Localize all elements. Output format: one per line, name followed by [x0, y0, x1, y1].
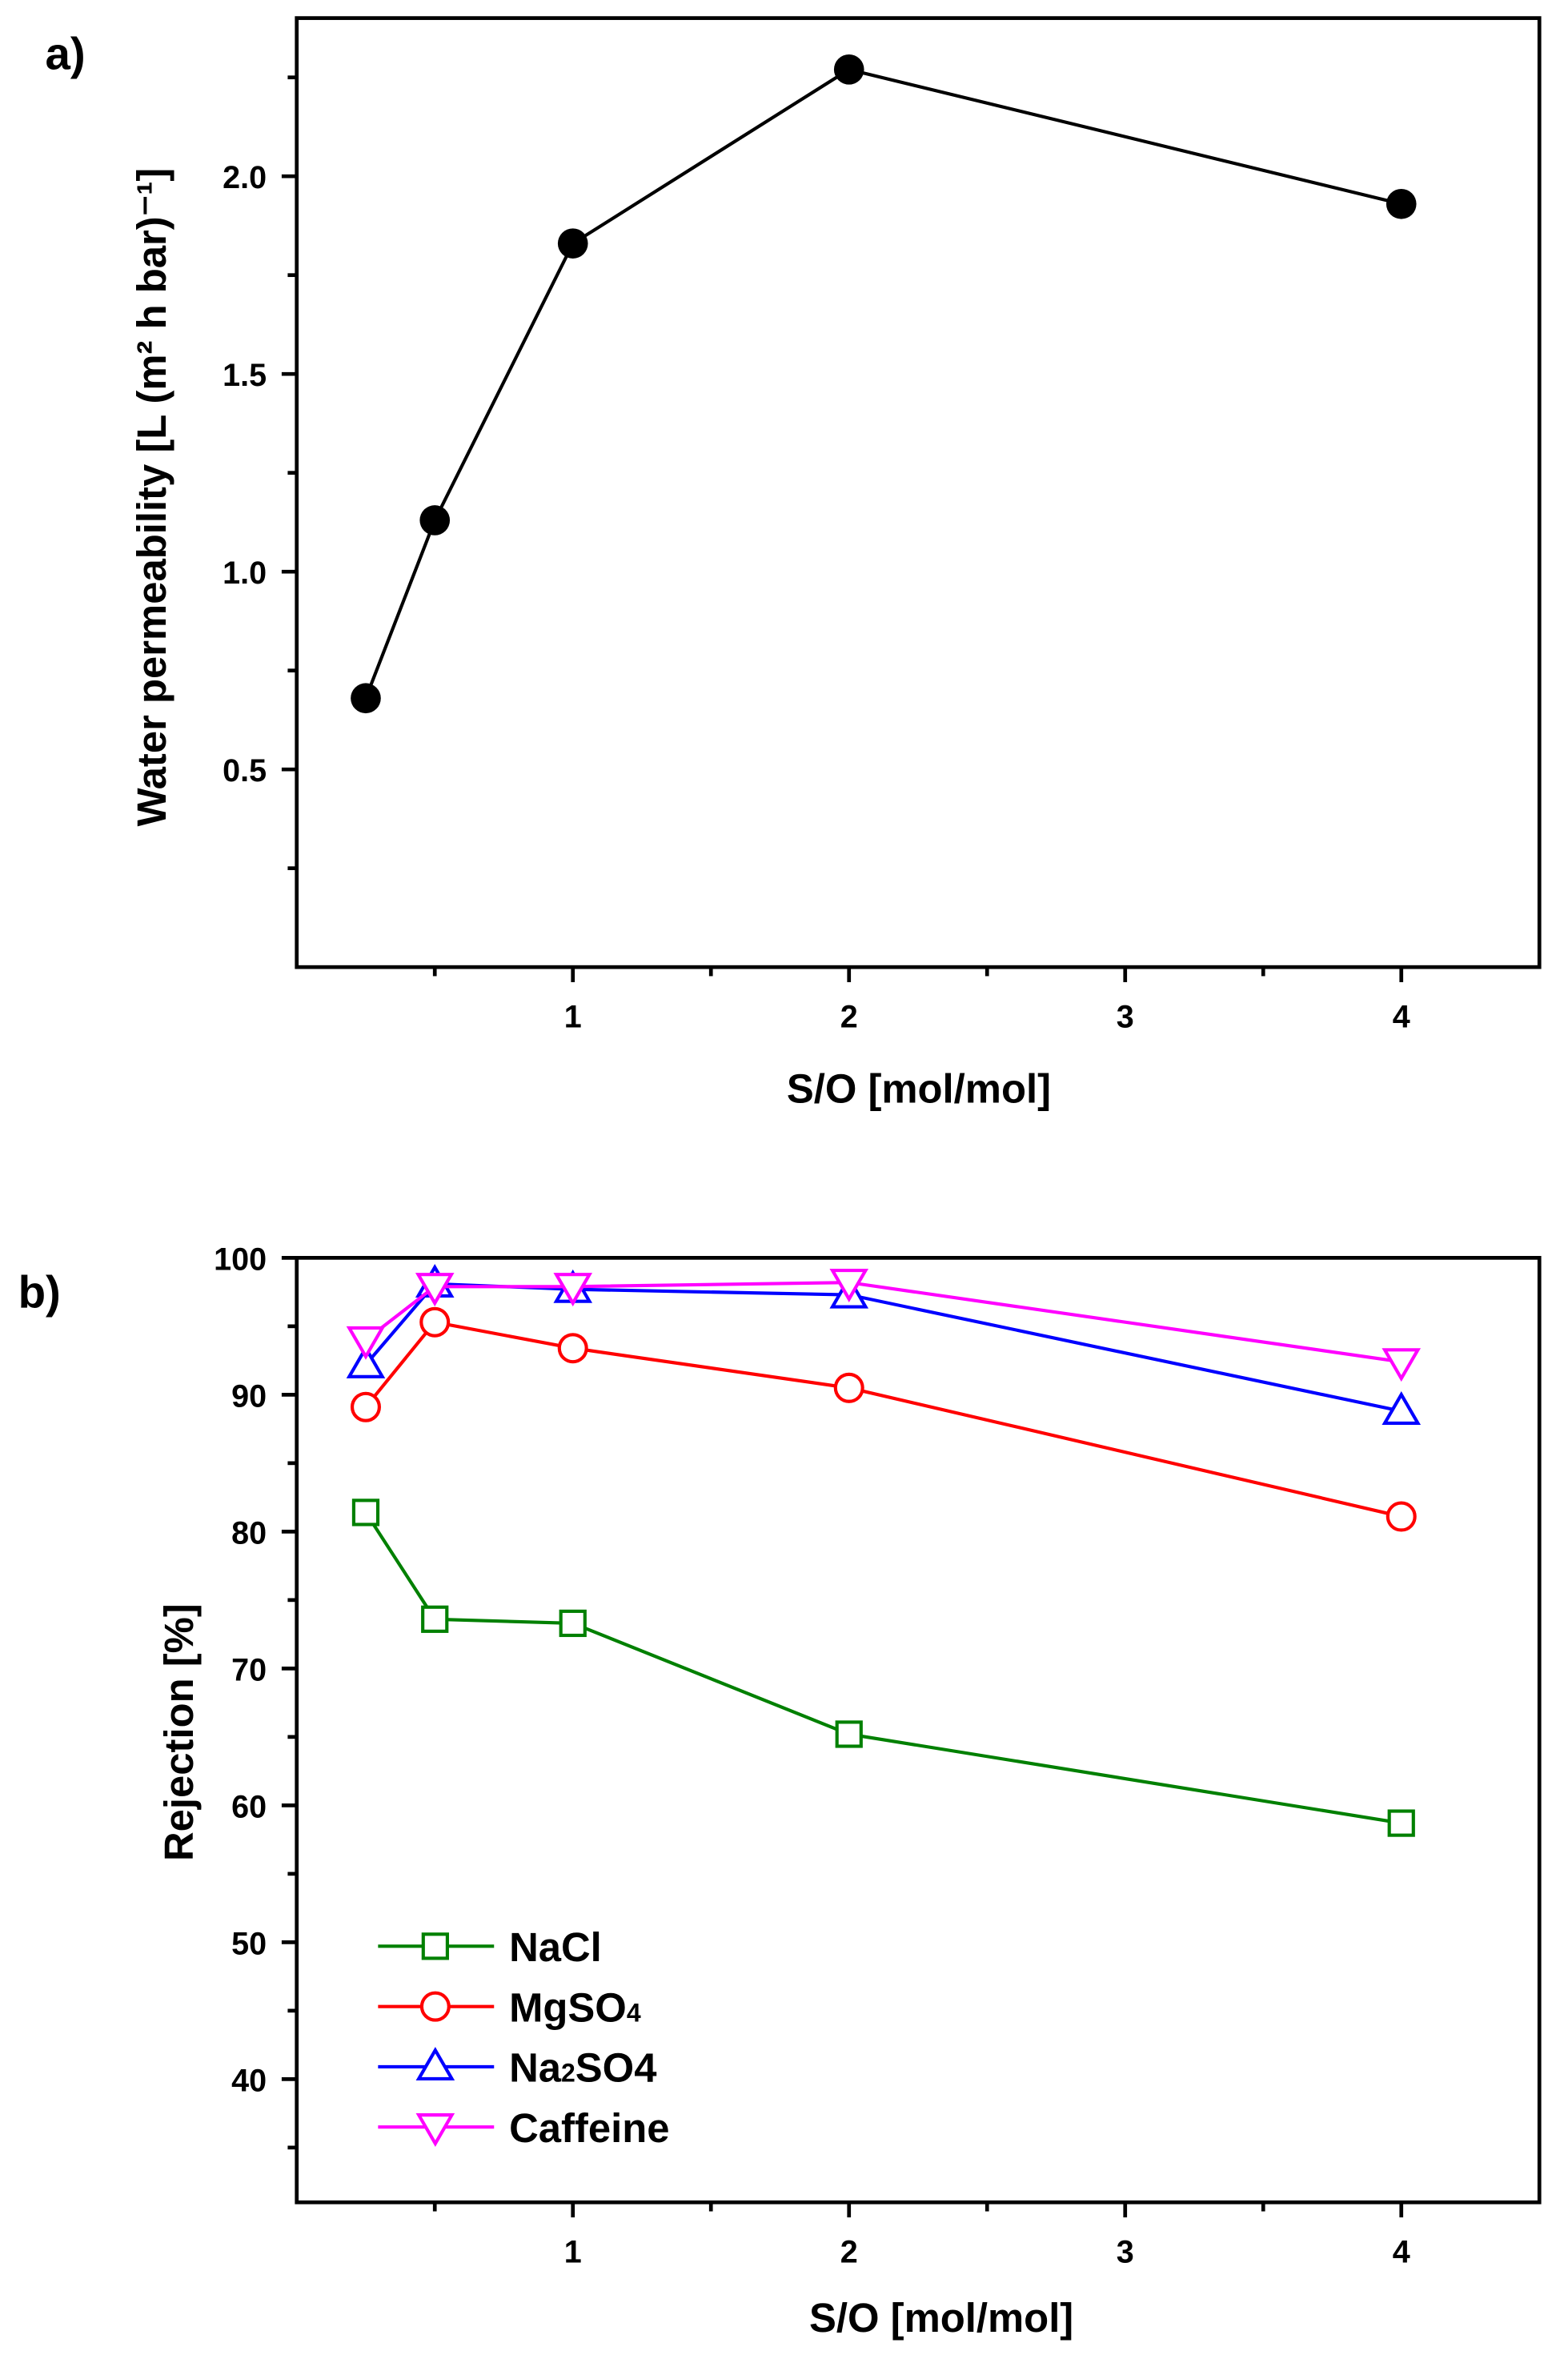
series-nacl	[351, 1498, 1415, 1837]
y-tick-label: 80	[231, 1515, 267, 1551]
y-tick-label: 60	[231, 1789, 267, 1824]
legend-label-subscript: 4	[627, 1998, 641, 2027]
legend-marker	[419, 1991, 451, 2022]
panel-a-label: a)	[45, 29, 85, 79]
series-line	[364, 1282, 1402, 1413]
legend-label-text: Caffeine	[509, 2105, 669, 2151]
data-point	[346, 1344, 386, 1378]
legend-label: Caffeine	[509, 2105, 669, 2151]
series-line	[364, 1281, 1402, 1364]
panel-b-y-axis-label: Rejection [%]	[156, 1603, 202, 1861]
panel-a-x-axis-label: S/O [mol/mol]	[787, 1066, 1051, 1112]
legend-label: MgSO4	[509, 1984, 641, 2030]
x-tick-label: 2	[840, 2235, 858, 2270]
data-point	[553, 1273, 593, 1307]
y-tick-label: 50	[231, 1926, 267, 1961]
data-point	[1387, 1809, 1415, 1837]
data-point	[415, 1273, 455, 1307]
series-caffeine	[346, 1269, 1422, 1382]
legend-label: Na2SO4	[509, 2045, 656, 2091]
x-tick-label: 3	[1117, 999, 1134, 1034]
legend-marker	[415, 2047, 455, 2081]
panel-b-x-axis-label: S/O [mol/mol]	[809, 2295, 1073, 2341]
series-line	[364, 67, 1402, 699]
panel-b: b) S/O [mol/mol] Rejection [%] 1 2 3 4 40 50 6…	[18, 1242, 1542, 2341]
legend-label-text: NaCl	[509, 1924, 602, 1970]
plot-frame	[295, 16, 1542, 969]
legend-label-suffix: SO4	[575, 2045, 657, 2091]
data-point	[351, 683, 381, 714]
x-tick-label: 3	[1117, 2235, 1134, 2270]
x-tick-label: 1	[564, 999, 582, 1034]
y-tick-label: 40	[231, 2063, 267, 2098]
data-point	[1386, 1501, 1417, 1532]
plot-frame	[295, 1256, 1542, 2205]
legend-item: NaCl	[378, 1924, 602, 1970]
series-na2so4	[346, 1264, 1422, 1426]
data-point	[833, 1372, 864, 1403]
data-point	[419, 505, 451, 536]
y-tick-label: 1.5	[223, 358, 267, 393]
y-tick-label: 1.0	[223, 556, 267, 591]
series-line	[364, 1511, 1402, 1825]
series-line	[364, 1320, 1402, 1519]
data-point	[1382, 1348, 1422, 1382]
x-tick-label: 2	[840, 999, 858, 1034]
series-water permeability	[351, 54, 1417, 714]
legend-label: NaCl	[509, 1924, 602, 1970]
legend-label-subscript: 2	[561, 2059, 575, 2088]
legend-marker	[421, 1932, 449, 1960]
data-point	[835, 1720, 863, 1748]
data-point	[421, 1605, 449, 1633]
legend-marker	[415, 2113, 455, 2148]
y-tick-label: 90	[231, 1378, 267, 1414]
data-point	[419, 1306, 451, 1338]
panel-a-y-axis-label: Water permeability [L (m² h bar)⁻¹]	[129, 168, 174, 827]
y-tick-label: 2.0	[223, 160, 267, 195]
data-point	[1382, 1391, 1422, 1426]
data-point	[350, 1391, 381, 1422]
data-point	[559, 1609, 587, 1638]
legend-label-text: Na	[509, 2045, 562, 2091]
data-point	[557, 1333, 588, 1364]
data-point	[346, 1326, 386, 1360]
legend: NaCl MgSO4 Na2SO4 Caffeine	[378, 1924, 669, 2151]
x-tick-label: 4	[1393, 999, 1410, 1034]
panel-a: a) S/O [mol/mol] Water permeability [L (…	[45, 16, 1542, 1112]
series-mgso4	[350, 1306, 1417, 1532]
data-point	[1386, 188, 1417, 219]
y-tick-label: 100	[214, 1242, 267, 1277]
data-point	[833, 54, 864, 85]
y-tick-label: 0.5	[223, 753, 267, 788]
legend-item: Caffeine	[378, 2105, 669, 2151]
legend-item: MgSO4	[378, 1984, 641, 2030]
panel-b-label: b)	[18, 1266, 61, 1317]
y-tick-label: 70	[231, 1652, 267, 1687]
data-point	[557, 228, 588, 259]
legend-item: Na2SO4	[378, 2045, 656, 2091]
legend-label-text: MgSO	[509, 1984, 627, 2030]
data-point	[351, 1498, 380, 1527]
x-tick-label: 4	[1393, 2235, 1410, 2270]
data-point	[829, 1269, 869, 1302]
x-tick-label: 1	[564, 2235, 582, 2270]
